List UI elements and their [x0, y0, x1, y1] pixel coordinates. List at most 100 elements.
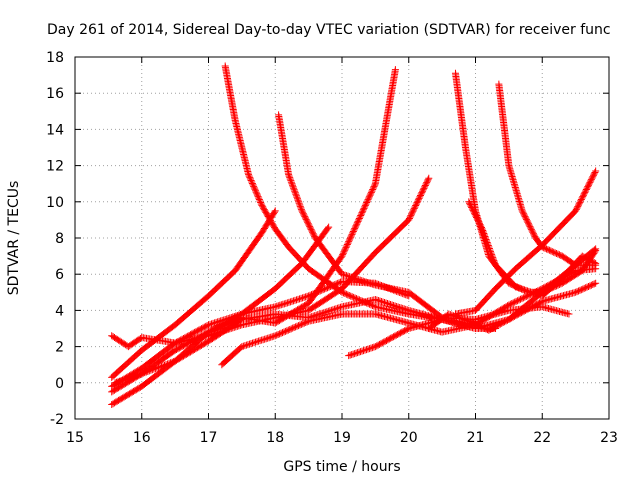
data-point: [543, 245, 551, 253]
data-point: [144, 367, 152, 375]
data-point: [300, 319, 308, 327]
data-point: [580, 284, 588, 292]
data-point: [419, 187, 427, 195]
data-point: [341, 290, 349, 298]
data-point: [361, 346, 369, 354]
data-point: [468, 204, 476, 212]
data-point: [519, 208, 527, 216]
data-point: [357, 348, 365, 356]
data-point: [573, 288, 581, 296]
data-point: [304, 218, 312, 226]
data-point: [302, 215, 310, 223]
data-point: [363, 299, 371, 307]
data-point: [348, 230, 356, 238]
data-point: [577, 197, 585, 205]
data-point: [286, 175, 294, 183]
x-tick-label: 19: [333, 430, 351, 446]
data-point: [279, 329, 287, 337]
data-point: [289, 324, 297, 332]
data-point: [592, 245, 600, 253]
data-point: [491, 323, 499, 331]
x-tick-label: 17: [200, 430, 218, 446]
data-point: [168, 358, 176, 366]
series-arc-3: [108, 66, 399, 409]
data-point: [554, 250, 562, 258]
data-point: [465, 317, 473, 325]
data-point: [579, 191, 587, 199]
data-point: [308, 291, 316, 299]
data-point: [391, 66, 399, 74]
data-point: [339, 249, 347, 257]
data-point: [257, 200, 265, 208]
data-point: [459, 315, 467, 323]
data-point: [555, 251, 563, 259]
data-point: [287, 325, 295, 333]
data-point: [151, 365, 159, 373]
data-point: [582, 187, 590, 195]
data-point: [477, 224, 485, 232]
data-point: [308, 227, 316, 235]
data-point: [488, 251, 496, 259]
data-point: [147, 366, 155, 374]
data-point: [460, 316, 468, 324]
data-point: [416, 193, 424, 201]
data-point: [283, 327, 291, 335]
data-point: [449, 312, 457, 320]
data-point: [358, 347, 366, 355]
series-arc-14: [451, 167, 600, 318]
data-point: [246, 175, 254, 183]
data-point: [416, 191, 424, 199]
data-point: [338, 252, 346, 260]
data-point: [354, 295, 362, 303]
x-tick-label: 23: [600, 430, 618, 446]
data-point: [589, 173, 597, 181]
data-point: [360, 347, 368, 355]
data-point: [465, 198, 473, 206]
data-point: [530, 231, 538, 239]
data-point: [592, 279, 600, 287]
data-point: [360, 298, 368, 306]
data-point: [591, 168, 599, 176]
data-point: [350, 293, 358, 301]
data-point: [334, 279, 342, 287]
data-point: [583, 283, 591, 291]
data-point: [419, 186, 427, 194]
data-point: [294, 195, 301, 203]
data-point: [482, 236, 490, 244]
data-point: [580, 190, 588, 198]
data-point: [252, 188, 260, 196]
data-point: [360, 204, 368, 212]
data-point: [513, 283, 521, 291]
data-point: [522, 286, 530, 294]
data-point: [343, 241, 351, 249]
data-point: [476, 221, 484, 229]
data-point: [502, 317, 510, 325]
data-point: [274, 330, 282, 338]
data-point: [346, 351, 354, 359]
data-point: [368, 344, 376, 352]
data-point: [286, 325, 294, 333]
y-tick-label: 18: [46, 50, 64, 66]
data-point: [304, 220, 312, 228]
x-tick-label: 18: [266, 430, 284, 446]
data-point: [485, 326, 493, 334]
data-point: [487, 249, 495, 257]
data-point: [353, 219, 361, 227]
data-point: [409, 207, 417, 215]
data-point: [291, 189, 299, 197]
data-point: [582, 284, 590, 292]
data-point: [522, 214, 530, 222]
data-point: [313, 288, 321, 296]
data-point: [471, 320, 479, 328]
data-point: [347, 233, 355, 241]
data-point: [575, 200, 583, 208]
axes: 15 16 17 18 19 20 21 22 23 -2 0 2 4 6 8 10 12 14 16 18: [46, 50, 618, 446]
data-point: [315, 288, 323, 296]
data-point: [586, 282, 594, 290]
data-point: [296, 201, 304, 209]
data-point: [349, 227, 357, 235]
data-point: [345, 352, 353, 360]
data-point: [466, 199, 474, 207]
data-point: [417, 190, 425, 198]
